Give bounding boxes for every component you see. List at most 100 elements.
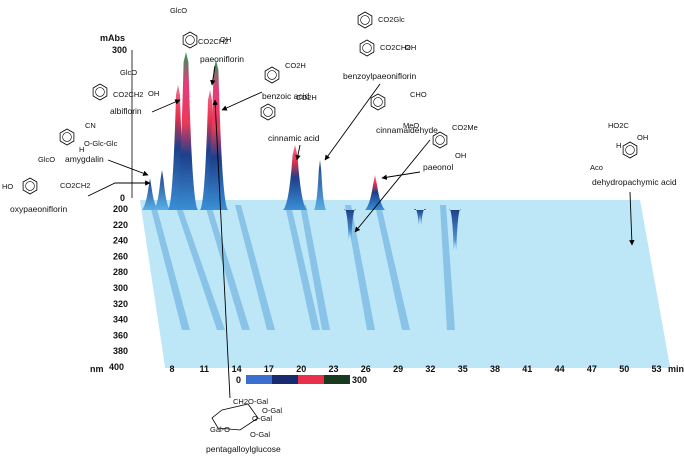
arrow (324, 83, 381, 161)
ring (182, 31, 198, 49)
structure-fragment: CO2H (285, 61, 306, 70)
structure-fragment: O-Gal (250, 430, 270, 439)
colorbar-segment (272, 375, 298, 384)
peak (344, 209, 356, 240)
time-tick: 20 (296, 364, 306, 374)
arrow (629, 191, 635, 246)
peak (414, 209, 426, 225)
structure-fragment: GlcO (38, 155, 55, 164)
compound-name: paeoniflorin (200, 54, 244, 64)
ring-inner (185, 35, 195, 45)
time-tick: 32 (425, 364, 435, 374)
streak (285, 205, 320, 330)
structure-fragment: H (79, 145, 84, 154)
wavelength-unit: nm (90, 364, 104, 374)
wavelength-tick: 300 (113, 283, 128, 293)
arrow (221, 91, 263, 111)
ring-inner (263, 107, 273, 117)
structure-fragment: CO2H (296, 93, 317, 102)
time-tick: 44 (555, 364, 565, 374)
ring-inner (95, 87, 105, 97)
sugar-ring (211, 403, 259, 431)
time-tick: 17 (264, 364, 274, 374)
peak (314, 160, 326, 210)
streak (235, 205, 275, 330)
absorbance-unit: mAbs (100, 33, 125, 43)
time-tick: 11 (200, 364, 210, 374)
wavelength-tick: 320 (113, 299, 128, 309)
wavelength-tick: 360 (113, 330, 128, 340)
ring (432, 131, 448, 149)
ring-inner (62, 132, 72, 142)
colorbar-max: 300 (352, 375, 367, 385)
ring-inner (435, 135, 445, 145)
structure-fragment: CH2O-Gal (233, 397, 268, 406)
time-tick: 23 (328, 364, 338, 374)
compound-name: paeonol (423, 162, 453, 172)
arrow (151, 99, 181, 113)
absorbance-tick: 0 (120, 193, 125, 203)
structure-fragment: OH (148, 89, 159, 98)
structure-fragment: OH (637, 133, 648, 142)
plane (140, 200, 671, 368)
arrow (381, 171, 421, 180)
structure-fragment: GlcO (120, 68, 137, 77)
time-tick: 14 (232, 364, 242, 374)
peak (174, 52, 198, 210)
wavelength-tick: 280 (113, 267, 128, 277)
ring (370, 93, 386, 111)
structure-fragment: H (616, 141, 621, 150)
ring (359, 39, 375, 57)
streak (175, 205, 225, 330)
ring (260, 103, 276, 121)
arrow (295, 144, 301, 161)
colorbar-min: 0 (236, 375, 241, 385)
structure-fragment: OH (455, 151, 466, 160)
ring (264, 66, 280, 84)
streak (440, 205, 455, 330)
time-tick: 8 (169, 364, 174, 374)
arrow (107, 159, 149, 176)
structure-fragment: Aco (590, 163, 603, 172)
colorbar-segment (246, 375, 272, 384)
structure-fragment: O-Gal (262, 406, 282, 415)
arrow (212, 99, 231, 399)
peak (204, 60, 228, 210)
structure-fragment: O-Glc-Glc (84, 139, 118, 148)
wavelength-tick: 400 (109, 362, 124, 372)
time-tick: 47 (587, 364, 597, 374)
structure-fragment: CO2CH2 (113, 90, 143, 99)
arrow (354, 139, 431, 233)
compound-name: dehydropachymic acid (592, 177, 677, 187)
surface (140, 200, 671, 368)
compound-name: amygdalin (65, 154, 104, 164)
absorbance-tick: 300 (112, 45, 127, 55)
streak (300, 205, 330, 330)
streak (375, 205, 410, 330)
streak (150, 205, 190, 330)
time-tick: 35 (458, 364, 468, 374)
peak (142, 178, 158, 210)
structure-fragment: CO2CH2 (198, 37, 228, 46)
structure-fragment: CO2CH2 (380, 43, 410, 52)
structure-fragment: GlcO (170, 6, 187, 15)
ring (22, 177, 38, 195)
ring-inner (360, 15, 370, 25)
peak (154, 170, 170, 210)
wavelength-tick: 380 (113, 346, 128, 356)
time-tick: 50 (619, 364, 629, 374)
peak (449, 209, 461, 250)
ring-inner (25, 181, 35, 191)
time-unit: min (668, 364, 684, 374)
compound-name: cinnamaldehyde (376, 125, 438, 135)
wavelength-tick: 240 (113, 236, 128, 246)
peak (283, 145, 307, 210)
ring (622, 141, 638, 159)
structure-fragment: OH (220, 35, 231, 44)
ring (92, 83, 108, 101)
structure-fragment: CO2Glc (378, 15, 405, 24)
structure-fragment: CN (85, 121, 96, 130)
time-tick: 38 (490, 364, 500, 374)
ring-inner (267, 70, 277, 80)
